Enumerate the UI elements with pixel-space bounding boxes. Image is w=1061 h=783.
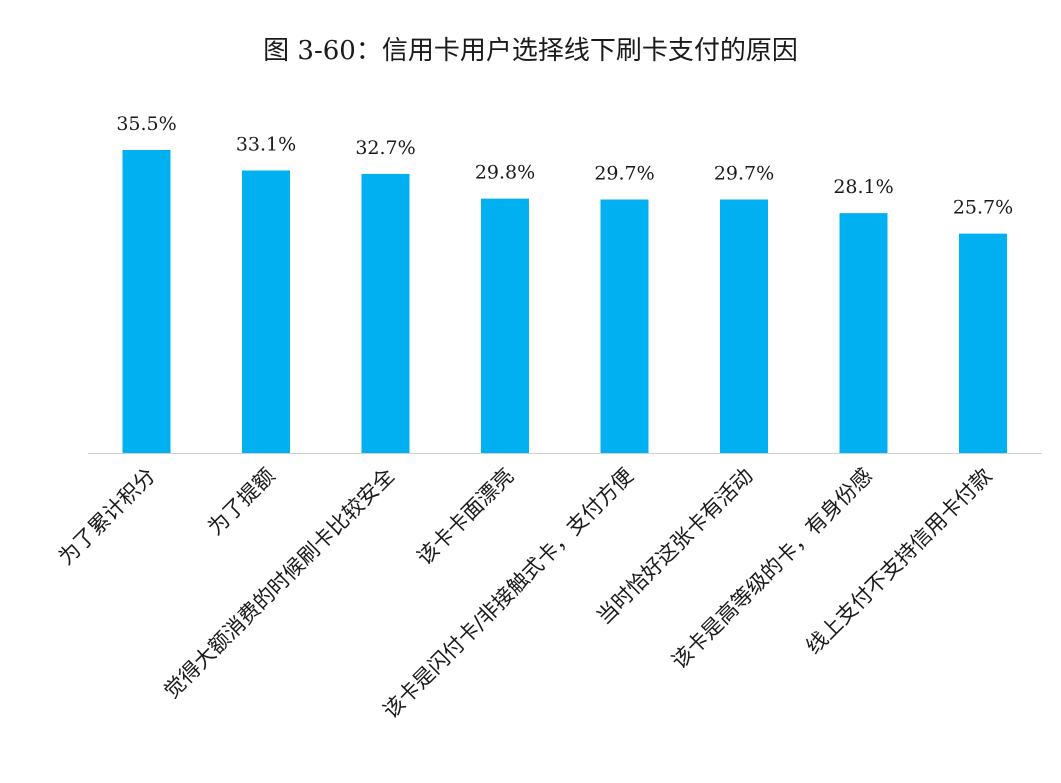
bar-4 bbox=[481, 198, 529, 453]
data-label-5: 29.7% bbox=[594, 163, 654, 185]
data-label-2: 33.1% bbox=[236, 133, 296, 155]
data-label-6: 29.7% bbox=[714, 163, 774, 185]
category-label-1: 为了累计积分 bbox=[54, 464, 160, 570]
data-label-3: 32.7% bbox=[355, 137, 415, 159]
data-label-8: 25.7% bbox=[953, 197, 1013, 219]
bars-layer bbox=[122, 150, 1007, 454]
bar-8 bbox=[959, 233, 1007, 453]
category-label-4: 该卡卡面漂亮 bbox=[412, 464, 518, 570]
data-label-1: 35.5% bbox=[116, 113, 176, 135]
data-labels-layer: 35.5% 33.1% 32.7% 29.8% 29.7% 29.7% 28.1% 25.7% bbox=[116, 113, 1013, 219]
category-label-2: 为了提额 bbox=[203, 464, 279, 540]
category-label-7: 该卡是高等级的卡，有身份感 bbox=[667, 464, 877, 674]
bar-5 bbox=[600, 199, 649, 453]
bar-6 bbox=[720, 199, 768, 453]
category-label-3: 觉得大额消费的时候刷卡比较安全 bbox=[159, 464, 399, 704]
bar-3 bbox=[361, 173, 410, 453]
bar-7 bbox=[839, 213, 888, 453]
category-label-5: 该卡是闪付卡/非接触式卡，支付方便 bbox=[378, 464, 638, 724]
data-label-4: 29.8% bbox=[475, 162, 535, 184]
bar-2 bbox=[242, 170, 290, 454]
data-label-7: 28.1% bbox=[833, 176, 893, 198]
bar-1 bbox=[122, 150, 171, 453]
chart-title: 图 3-60：信用卡用户选择线下刷卡支付的原因 bbox=[263, 36, 798, 66]
